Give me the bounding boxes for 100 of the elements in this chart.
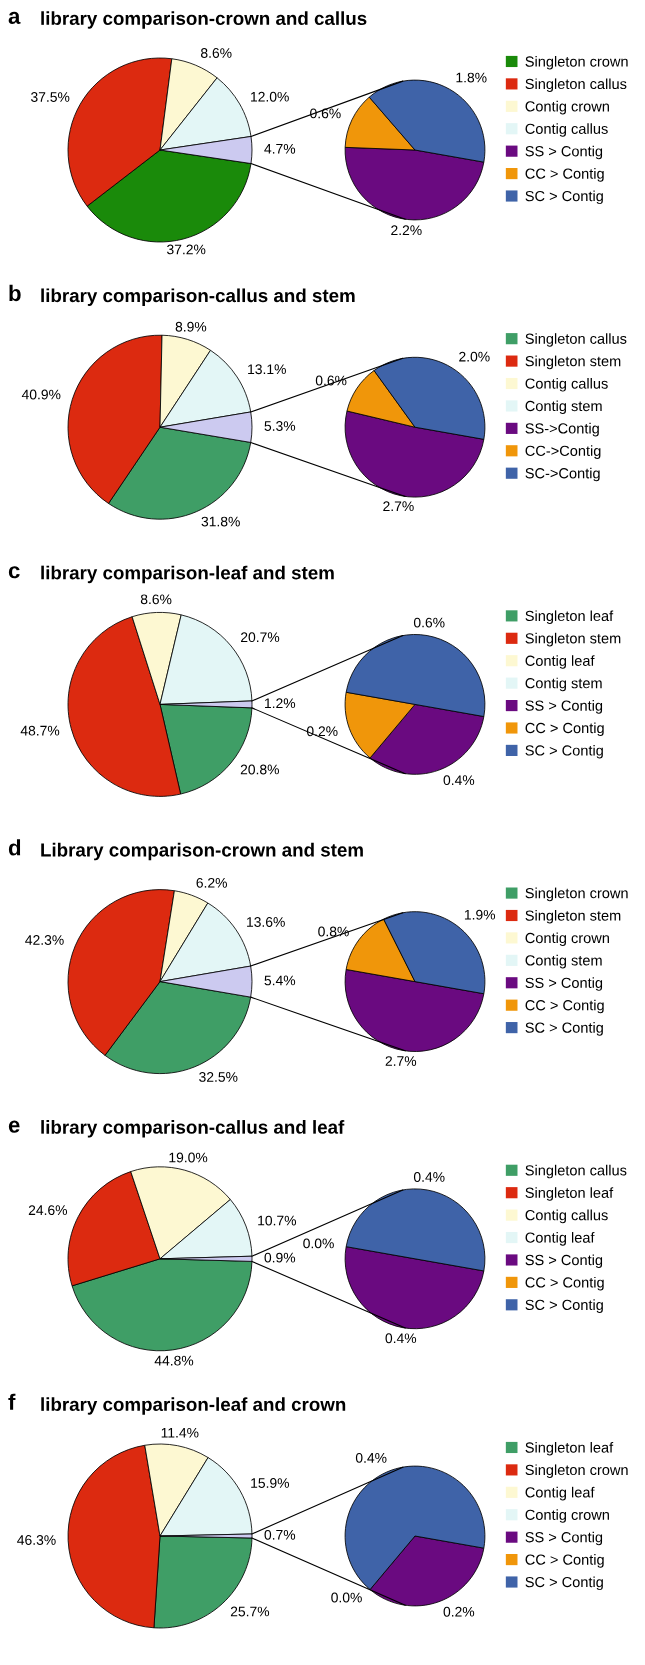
legend-label: SC > Contig: [525, 1299, 603, 1313]
data-label: 20.8%: [240, 764, 279, 775]
data-label: 2.2%: [391, 225, 422, 236]
legend-label: Singleton crown: [525, 1464, 628, 1478]
legend-label: Singleton crown: [525, 55, 628, 70]
data-label: 0.6%: [413, 617, 445, 628]
legend-label: Singleton callus: [525, 1164, 627, 1179]
chart-title: library comparison-crown and callus: [41, 11, 367, 29]
data-label: 15.9%: [251, 1478, 290, 1488]
legend-label: Contig stem: [525, 400, 602, 415]
data-label: 0.2%: [443, 1606, 475, 1617]
legend-label: Contig stem: [525, 677, 602, 692]
text: 0.0%: [331, 1592, 362, 1603]
legend-label: Singleton stem: [525, 632, 621, 647]
legend-label: Contig crown: [525, 1509, 609, 1523]
data-label: 10.7%: [258, 1215, 297, 1226]
data-label: 0.4%: [355, 1452, 387, 1463]
data-label: 25.7%: [230, 1606, 270, 1617]
legend-label: SC > Contig: [525, 190, 603, 205]
chart-title: library comparison-leaf and crown: [41, 1397, 346, 1415]
data-label: 6.2%: [196, 877, 227, 888]
legend-label: SS > Contig: [525, 145, 603, 160]
legend-label: Singleton callus: [525, 78, 627, 92]
data-label: 1.9%: [464, 909, 496, 920]
legend-label: CC->Contig: [525, 445, 601, 459]
chart-title: library comparison-leaf and stem: [41, 565, 334, 584]
data-label: 4.7%: [264, 143, 296, 154]
legend-label: SS > Contig: [525, 700, 603, 714]
data-label: 20.7%: [241, 632, 280, 643]
legend-label: Singleton callus: [525, 333, 627, 347]
chart-title: library comparison-callus and stem: [41, 288, 355, 306]
text: d: [8, 839, 21, 856]
data-label: 0.6%: [310, 108, 341, 119]
data-label: 37.2%: [167, 244, 206, 255]
legend-label: Contig stem: [525, 954, 602, 969]
legend-label: Contig leaf: [525, 1232, 595, 1246]
legend-label: Singleton leaf: [525, 1187, 614, 1201]
data-label: 44.8%: [154, 1355, 194, 1366]
data-label: 0.9%: [264, 1252, 296, 1263]
legend-label: SS > Contig: [525, 1531, 603, 1546]
data-label: 2.0%: [459, 351, 490, 362]
data-label: 2.7%: [385, 1056, 417, 1066]
legend-label: SC->Contig: [525, 467, 600, 482]
data-label: 31.8%: [201, 516, 240, 527]
legend-label: Contig callus: [525, 123, 608, 137]
text: e: [8, 1120, 20, 1133]
legend-label: Singleton stem: [525, 355, 621, 370]
legend-label: CC > Contig: [525, 722, 604, 737]
data-label: 1.2%: [265, 698, 296, 709]
legend-label: Singleton stem: [525, 910, 621, 924]
legend-label: Singleton leaf: [525, 610, 614, 624]
data-label: 2.7%: [383, 501, 414, 512]
data-label: 13.1%: [248, 364, 286, 375]
legend-label: SS > Contig: [525, 1254, 603, 1269]
legend-label: SC > Contig: [525, 1022, 603, 1036]
legend-label: CC > Contig: [525, 1554, 604, 1568]
legend-label: SS->Contig: [525, 422, 599, 437]
data-label: 1.8%: [456, 72, 487, 83]
chart-title: Library comparison-crown and stem: [41, 842, 363, 861]
data-label: 19.0%: [169, 1152, 208, 1163]
data-label: 5.3%: [264, 421, 296, 431]
legend-label: Singleton leaf: [525, 1441, 614, 1456]
data-label: 0.2%: [306, 726, 338, 737]
data-label: 32.5%: [199, 1072, 238, 1082]
data-label: 46.3%: [17, 1535, 56, 1545]
text: 0.0%: [303, 1238, 334, 1249]
legend-label: CC > Contig: [525, 999, 604, 1014]
data-label: 48.7%: [20, 725, 60, 736]
data-label: 0.7%: [264, 1529, 296, 1540]
legend-label: CC > Contig: [525, 1276, 604, 1291]
data-label: 8.6%: [200, 48, 232, 58]
data-label: 11.4%: [161, 1427, 199, 1438]
text: a: [8, 11, 21, 24]
text: f: [8, 1393, 16, 1410]
data-label: 0.4%: [413, 1172, 445, 1182]
data-label: 8.6%: [140, 594, 172, 605]
data-label: 24.6%: [28, 1205, 68, 1216]
data-label: 40.9%: [21, 389, 61, 400]
data-label: 13.6%: [247, 917, 285, 927]
legend-label: SC > Contig: [525, 1576, 603, 1591]
legend-label: CC > Contig: [525, 168, 604, 182]
legend-label: Contig crown: [525, 932, 609, 947]
data-label: 37.5%: [31, 92, 70, 102]
legend-label: Contig callus: [525, 1209, 608, 1224]
chart-title: library comparison-callus and leaf: [41, 1120, 345, 1138]
legend-label: Singleton crown: [525, 887, 628, 902]
data-label: 12.0%: [251, 91, 289, 102]
legend-label: Contig callus: [525, 378, 608, 392]
data-label: 5.4%: [264, 975, 296, 986]
legend-label: SS > Contig: [525, 977, 603, 991]
data-label: 0.4%: [385, 1333, 417, 1344]
legend-label: Contig crown: [525, 100, 609, 115]
data-label: 8.9%: [175, 321, 207, 332]
legend-label: SC > Contig: [525, 744, 603, 759]
text: b: [9, 284, 21, 302]
legend-label: Contig leaf: [525, 655, 595, 669]
data-label: 42.3%: [25, 935, 64, 945]
legend-label: Contig leaf: [525, 1486, 595, 1501]
data-label: 0.8%: [318, 926, 349, 937]
text: c: [8, 566, 20, 579]
